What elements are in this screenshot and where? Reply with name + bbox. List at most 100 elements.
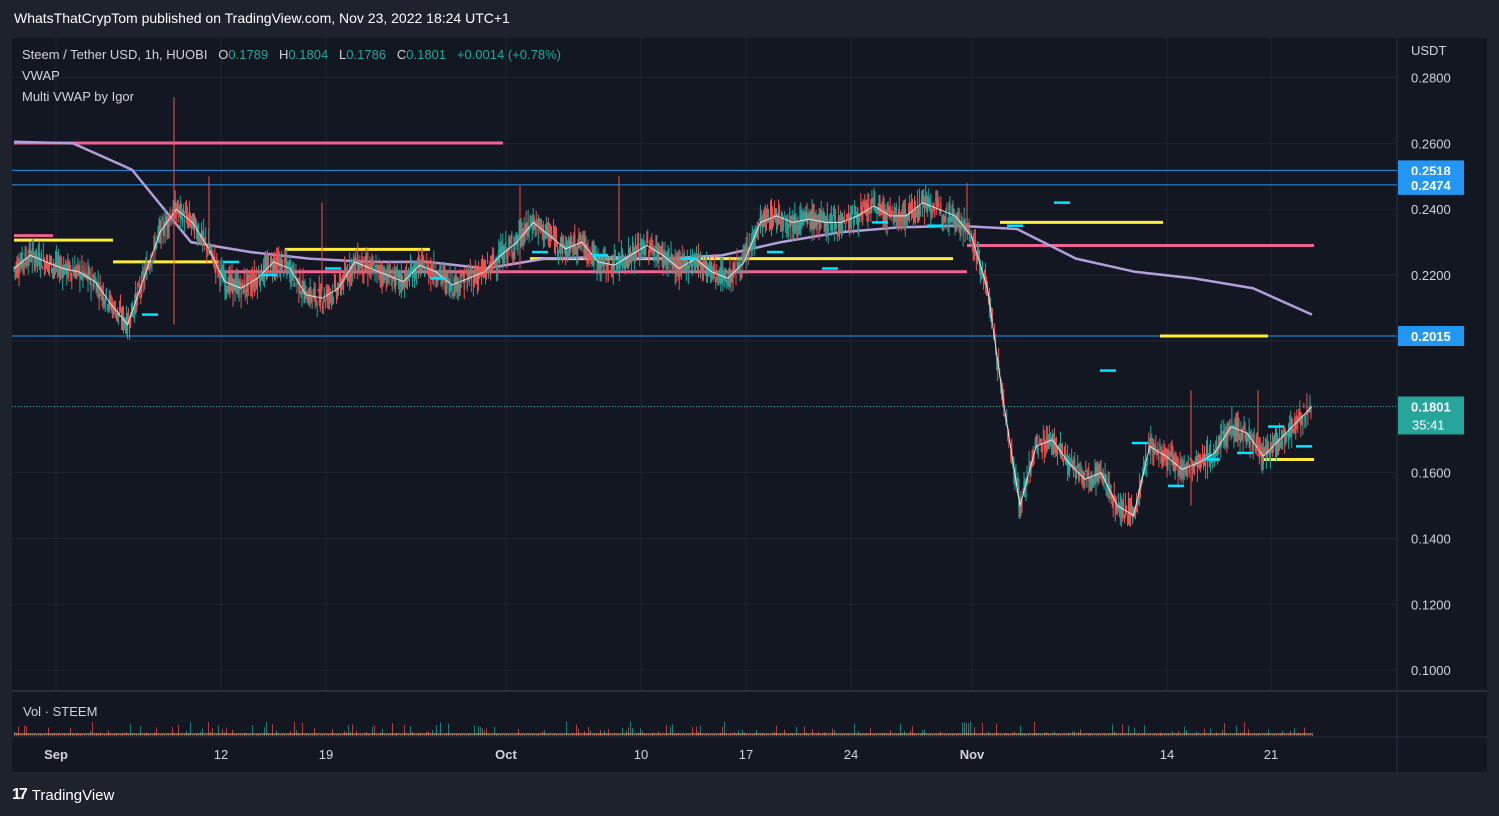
candle-body (1148, 442, 1150, 453)
candle-body (1214, 459, 1216, 463)
candle-body (1134, 511, 1137, 513)
volume-bar (218, 725, 219, 736)
candle-body (300, 292, 302, 296)
volume-bar (1260, 734, 1261, 736)
volume-bar (204, 734, 205, 736)
candle-body (758, 219, 760, 221)
volume-bar (444, 734, 445, 736)
candle-body (107, 303, 109, 309)
volume-bar (684, 734, 685, 736)
candle-body (1094, 466, 1096, 477)
candle-body (1150, 437, 1152, 453)
volume-bar (546, 734, 547, 736)
candle-body (396, 271, 398, 273)
volume-bar (1012, 733, 1013, 736)
candle-body (543, 232, 545, 239)
candle-body (690, 265, 692, 269)
volume-bar (740, 733, 741, 736)
volume-bar (450, 734, 451, 736)
candle-body (156, 237, 158, 239)
candle-body (915, 212, 918, 218)
candle-body (1015, 471, 1017, 479)
candle-body (1162, 453, 1164, 464)
candle-body (33, 255, 35, 267)
bar-countdown-label: 35:41 (1412, 417, 1445, 432)
volume-bar (60, 734, 61, 736)
candle-body (917, 208, 920, 216)
volume-bar (254, 735, 255, 736)
candle-body (1084, 483, 1086, 487)
candle-body (813, 215, 815, 229)
candle-body (1252, 442, 1254, 451)
candle-body (1068, 458, 1070, 465)
volume-bar (714, 734, 715, 736)
volume-bar (436, 725, 437, 736)
candle-body (835, 223, 838, 229)
candle-body (446, 272, 448, 288)
volume-bar (986, 734, 987, 736)
candle-body (331, 291, 334, 295)
indicator-multi-vwap[interactable]: Multi VWAP by Igor (22, 89, 134, 104)
candle-body (567, 252, 569, 255)
volume-bar (228, 734, 229, 736)
volume-bar (1032, 734, 1033, 736)
chart-pane[interactable] (12, 38, 1487, 772)
volume-bar (1184, 726, 1185, 736)
candle-body (166, 217, 168, 229)
volume-bar (142, 734, 143, 736)
candle-body (23, 263, 25, 265)
candle-body (408, 279, 411, 285)
candle-body (1261, 450, 1263, 463)
candle-body (1275, 433, 1278, 450)
candle-body (493, 254, 495, 263)
indicator-vwap[interactable]: VWAP (22, 68, 60, 83)
candle-body (1201, 450, 1204, 452)
candle-body (641, 242, 643, 251)
volume-bar (338, 734, 339, 736)
volume-bar (406, 734, 407, 736)
candle-body (359, 261, 361, 269)
tradingview-logo[interactable]: 17 TradingView (12, 786, 114, 804)
candle-body (642, 243, 644, 254)
candle-body (1289, 427, 1291, 437)
candle-body (129, 325, 131, 329)
volume-bar (252, 725, 253, 736)
volume-bar (704, 735, 705, 736)
volume-bar (280, 734, 281, 736)
volume-bar (1096, 734, 1097, 736)
candle-body (80, 275, 82, 278)
candle-body (615, 266, 617, 270)
candle-body (743, 256, 745, 259)
volume-label[interactable]: Vol · STEEM (23, 704, 98, 719)
candle-body (178, 205, 180, 208)
candle-body (377, 264, 379, 266)
volume-bar (1002, 734, 1003, 736)
candle-body (1092, 480, 1094, 482)
candle-body (1098, 471, 1100, 479)
candle-body (820, 212, 822, 222)
volume-bar (1120, 734, 1121, 736)
candle-body (877, 207, 879, 214)
volume-bar (1226, 734, 1227, 736)
volume-bar (472, 734, 473, 736)
volume-bar (750, 734, 751, 736)
volume-bar (908, 734, 909, 736)
candle-body (925, 197, 927, 205)
volume-bar (1024, 734, 1025, 736)
symbol-name[interactable]: Steem / Tether USD, 1h, HUOBI (22, 47, 208, 62)
candle-body (1029, 466, 1031, 476)
candle-body (1209, 451, 1212, 463)
candle-body (787, 215, 789, 229)
candle-body (742, 256, 744, 262)
candle-body (1113, 494, 1115, 500)
candle-body (822, 213, 824, 222)
candle-body (270, 258, 273, 261)
volume-bar (832, 728, 833, 736)
candle-body (1104, 474, 1106, 481)
volume-bar (88, 735, 89, 736)
volume-bar (388, 734, 389, 736)
volume-bar (864, 734, 865, 736)
candle-body (499, 253, 501, 264)
volume-bar (66, 735, 67, 736)
